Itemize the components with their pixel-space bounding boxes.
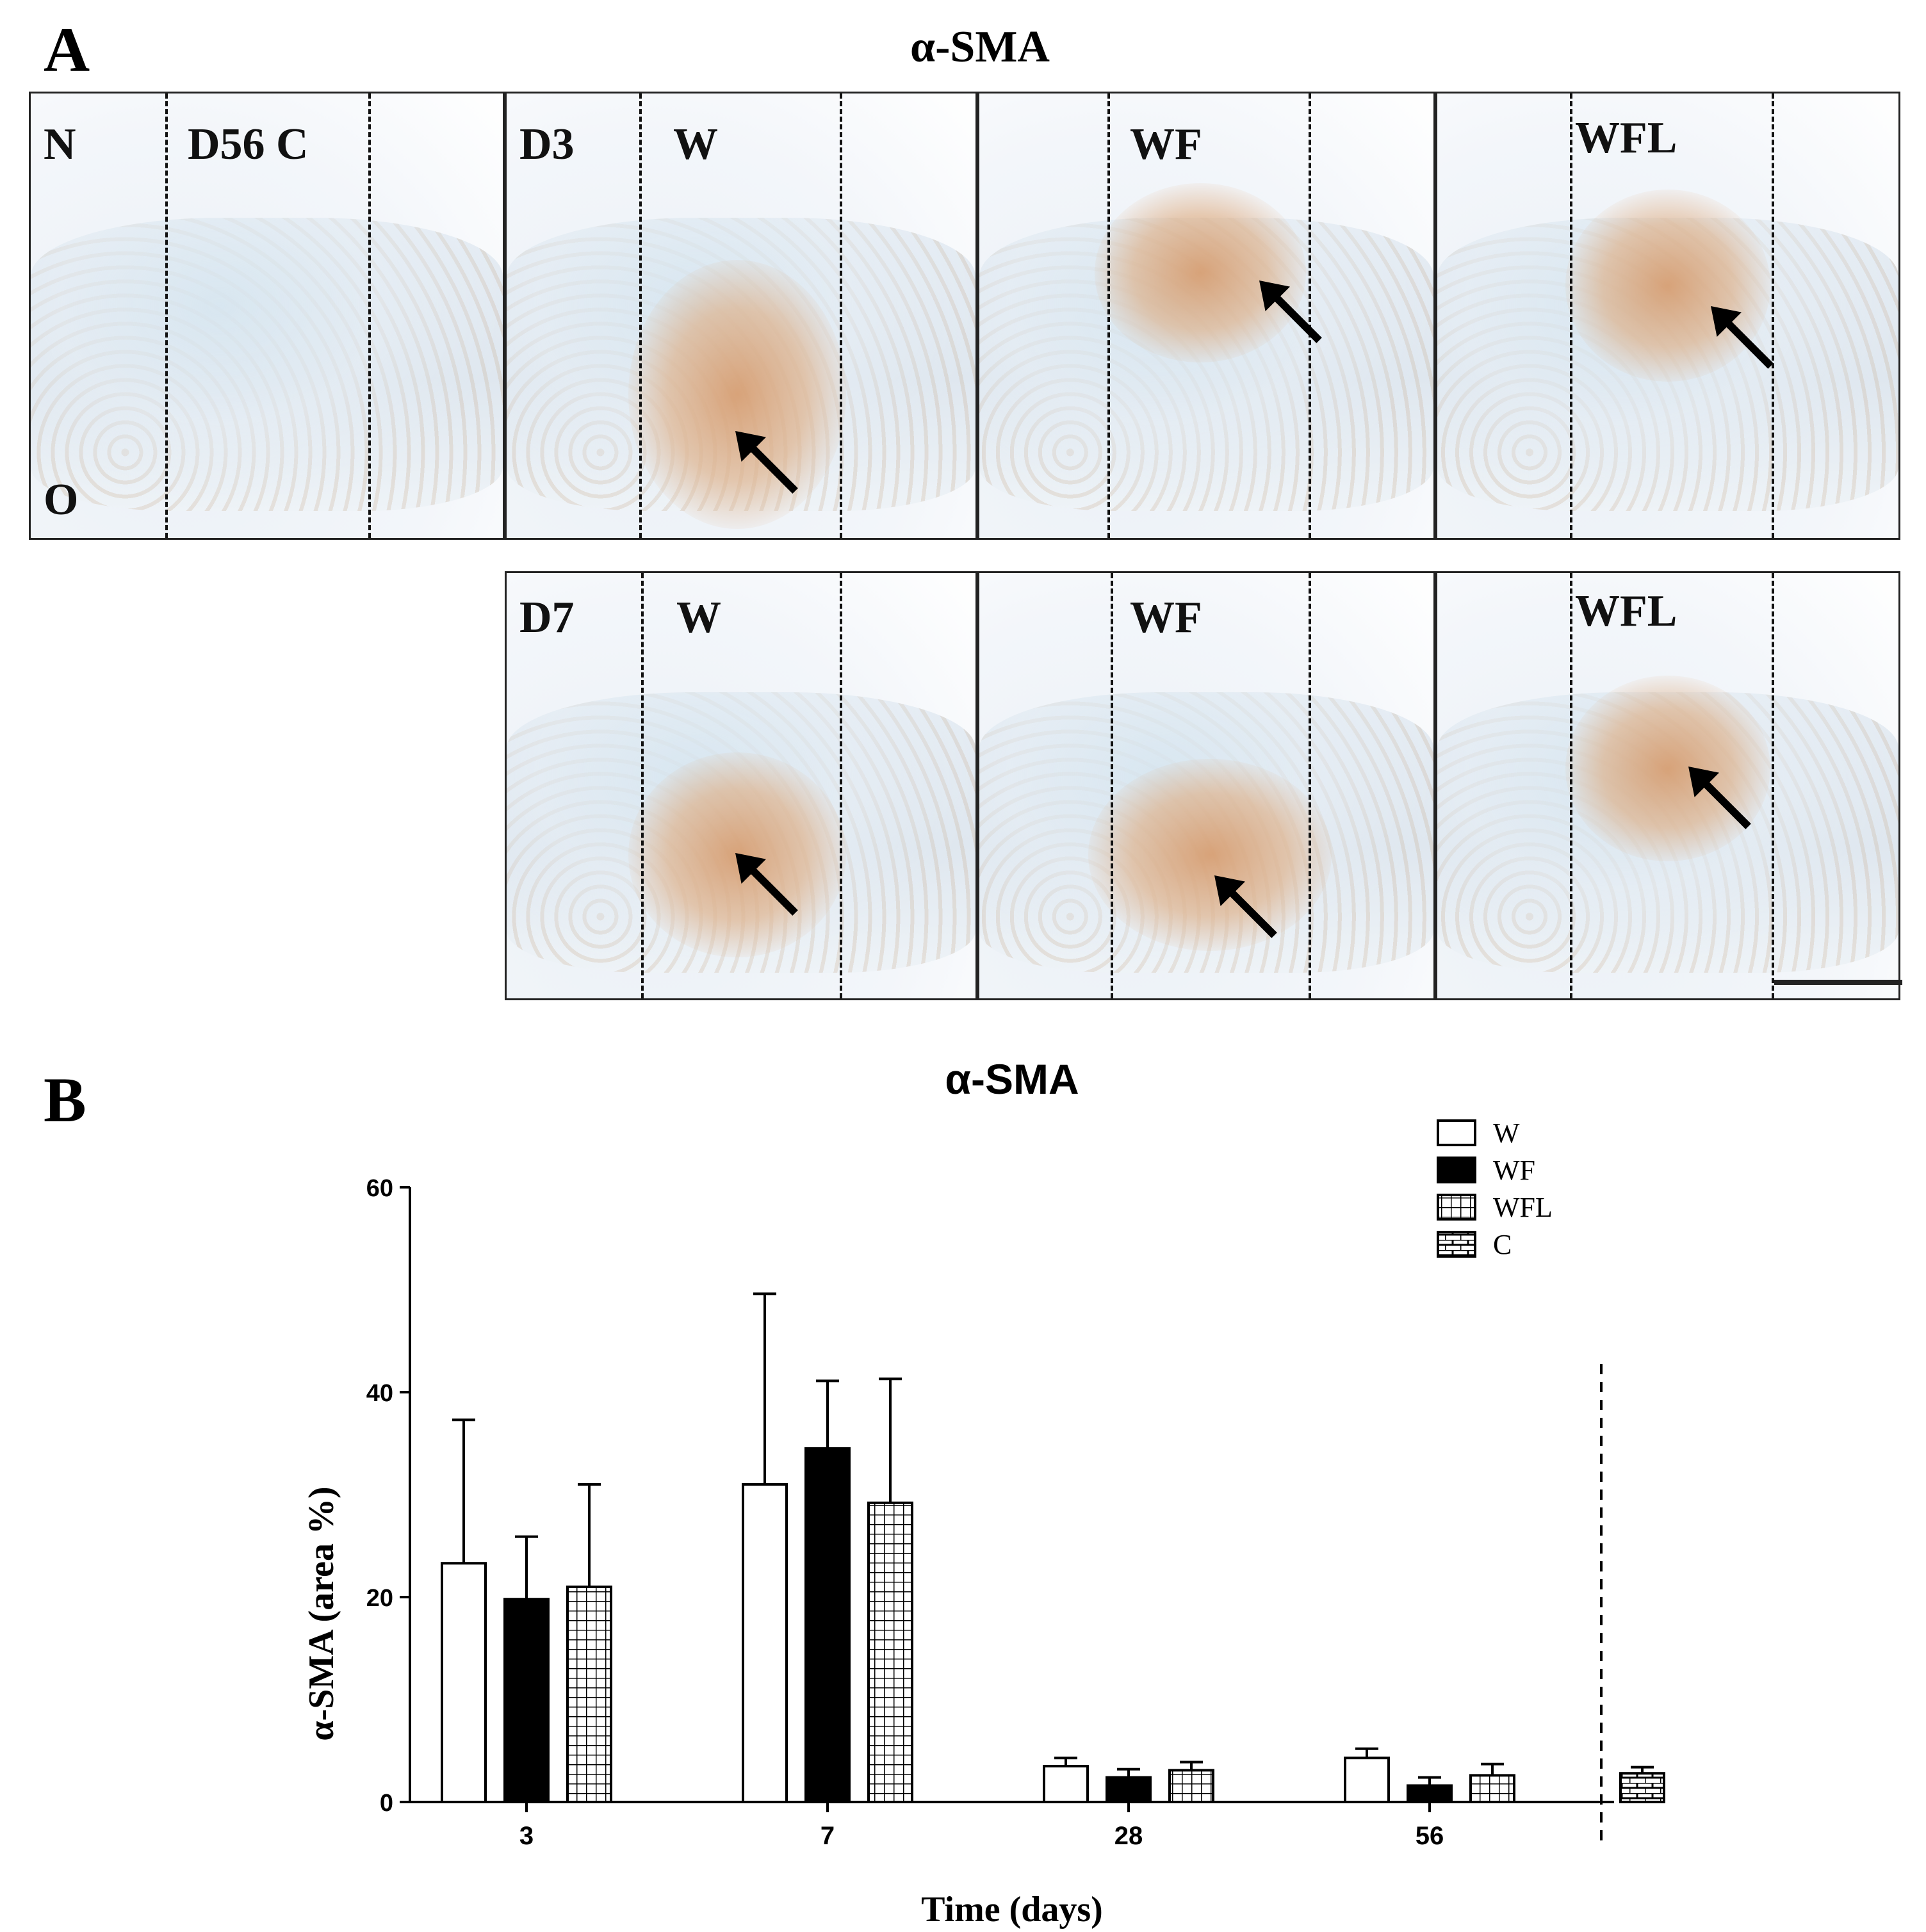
arrow-icon bbox=[735, 431, 798, 494]
arrow-icon bbox=[1214, 875, 1277, 938]
panel-a-letter: A bbox=[44, 14, 90, 85]
bar bbox=[1168, 1769, 1214, 1804]
tile-label-wfl: WFL bbox=[1575, 587, 1677, 636]
bar bbox=[1043, 1765, 1089, 1803]
bar bbox=[566, 1586, 612, 1803]
x-tick-label: 7 bbox=[820, 1822, 835, 1850]
x-tick-label: 28 bbox=[1114, 1822, 1143, 1850]
tile-label-d56c: D56 C bbox=[188, 120, 309, 169]
bar bbox=[1106, 1776, 1152, 1803]
bar bbox=[867, 1501, 913, 1803]
panel-b-letter: B bbox=[44, 1064, 86, 1135]
y-tick-label: 20 bbox=[366, 1585, 393, 1612]
y-tick-label: 0 bbox=[380, 1790, 393, 1817]
arrow-icon bbox=[735, 853, 798, 916]
y-tick-label: 40 bbox=[366, 1380, 393, 1407]
tile-label-wf: WF bbox=[1130, 593, 1202, 642]
micrograph-d3-w: D3 W bbox=[505, 92, 977, 540]
bar bbox=[503, 1598, 550, 1803]
scale-bar bbox=[1774, 980, 1902, 985]
legend-swatch bbox=[1437, 1194, 1476, 1221]
chart-title: α-SMA bbox=[945, 1055, 1079, 1103]
arrow-icon bbox=[1259, 280, 1322, 343]
tile-label-wfl: WFL bbox=[1575, 113, 1677, 163]
bar bbox=[1619, 1772, 1665, 1803]
legend-label: WFL bbox=[1493, 1192, 1553, 1223]
y-tick-label: 60 bbox=[366, 1175, 393, 1202]
legend: W WF WFL C bbox=[1437, 1117, 1553, 1260]
legend-swatch bbox=[1437, 1231, 1476, 1258]
bar bbox=[1469, 1774, 1515, 1804]
bar bbox=[742, 1483, 788, 1803]
micrograph-normal-d56-control: N D56 C O bbox=[29, 92, 505, 540]
x-axis-label: Time (days) bbox=[921, 1890, 1103, 1929]
panel-a-title: α-SMA bbox=[910, 22, 1050, 72]
arrow-icon bbox=[1688, 767, 1751, 829]
x-tick-label: 56 bbox=[1416, 1822, 1444, 1850]
micrograph-d3-wf: WF bbox=[977, 92, 1435, 540]
tile-label-d7: D7 bbox=[519, 593, 575, 642]
x-tick-label: 3 bbox=[519, 1822, 534, 1850]
legend-label: WF bbox=[1493, 1155, 1535, 1186]
legend-swatch bbox=[1437, 1157, 1476, 1183]
bar bbox=[441, 1562, 487, 1803]
arrow-icon bbox=[1711, 306, 1774, 369]
tile-label-w: W bbox=[676, 593, 721, 642]
bar bbox=[1407, 1784, 1453, 1804]
y-axis-label: α-SMA (area %) bbox=[302, 1486, 341, 1741]
tile-corner-o: O bbox=[44, 475, 79, 524]
tile-label-w: W bbox=[673, 120, 718, 169]
tile-label-d3: D3 bbox=[519, 120, 575, 169]
micrograph-d7-w: D7 W bbox=[505, 571, 977, 1000]
tile-label-n: N bbox=[44, 120, 76, 169]
tile-label-wf: WF bbox=[1130, 120, 1202, 169]
micrograph-d3-wfl: WFL bbox=[1435, 92, 1900, 540]
chart-svg: α-SMA 0 20 40 60 3 7 28 56 Time (days) α-SMA (a… bbox=[302, 1055, 1665, 1929]
micrograph-d7-wfl: WFL bbox=[1435, 571, 1900, 1000]
legend-label: W bbox=[1493, 1117, 1520, 1149]
micrograph-d7-wf: WF bbox=[977, 571, 1435, 1000]
bar bbox=[804, 1447, 851, 1803]
bar bbox=[1344, 1757, 1390, 1803]
legend-swatch bbox=[1437, 1119, 1476, 1146]
legend-label: C bbox=[1493, 1229, 1512, 1260]
